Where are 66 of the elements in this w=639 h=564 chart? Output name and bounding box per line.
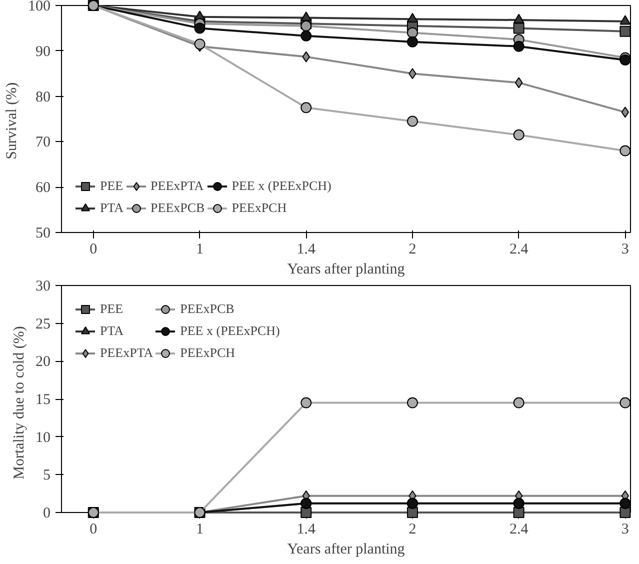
point [300,102,312,114]
y-tick-label: 80 [36,89,50,106]
y-tick-label: 100 [28,0,50,14]
point [406,116,418,127]
y-tick-label: 20 [36,354,50,370]
point [513,14,524,24]
point [406,36,418,48]
x-tick-label: 0 [90,522,98,538]
x-tick-label: 3 [621,242,629,258]
x-tick-label: 2 [408,242,416,258]
x-tick-label: 2.4 [509,522,529,538]
point [406,397,418,408]
x-tick-label: 3 [621,522,629,538]
point [621,106,630,118]
point [194,22,206,34]
point [620,397,631,408]
legend-label: PEE x (PEExPCH) [232,178,332,194]
legend-label: PEE [100,178,124,194]
point [620,15,631,25]
legend-label: PEExPCH [180,345,236,361]
point [513,40,524,52]
point [513,507,524,518]
x-tick-label: 1 [196,522,204,538]
point [300,30,312,42]
y-tick-label: 30 [36,278,50,294]
point [514,77,523,88]
legend-label: PEExPCB [150,200,205,216]
point [406,12,418,23]
legend-label: PTA [100,200,124,216]
point [300,397,312,408]
y-tick-label: 10 [36,430,50,446]
legend-label: PEExPCB [180,301,234,317]
x-tick-label: 1.4 [296,522,316,538]
legend-label: PEE [100,301,124,317]
x-tick-label: 1 [196,242,204,258]
x-tick-label: 1.4 [296,242,316,258]
x-axis-title: Years after planting [287,542,406,558]
legend-label: PEE x (PEExPCH) [180,323,280,339]
x-tick-label: 0 [90,242,98,258]
point [620,507,631,518]
point [513,129,524,140]
y-tick-label: 25 [36,316,50,332]
point [300,507,312,518]
x-tick-label: 2.4 [509,242,529,258]
point [406,27,418,38]
point [300,11,312,22]
y-tick-label: 0 [43,506,50,522]
y-tick-label: 90 [36,44,50,60]
point [513,22,524,34]
legend-label: PEExPTA [150,178,204,194]
point [620,26,631,37]
point [406,507,418,518]
y-tick-label: 50 [36,226,50,242]
y-tick-label: 15 [36,392,50,408]
y-axis-title: Mortality due to cold (%) [12,326,28,480]
y-tick-label: 60 [36,180,50,196]
x-axis-title: Years after planting [287,262,406,278]
y-tick-label: 5 [43,468,50,484]
y-tick-label: 70 [36,134,50,151]
legend-label: PTA [100,323,124,339]
point [513,397,524,408]
x-tick-label: 2 [408,522,416,538]
legend-label: PEExPTA [100,345,154,361]
point [620,145,631,156]
legend-label: PEExPCH [232,200,287,216]
y-axis-title: Survival (%) [4,82,20,160]
